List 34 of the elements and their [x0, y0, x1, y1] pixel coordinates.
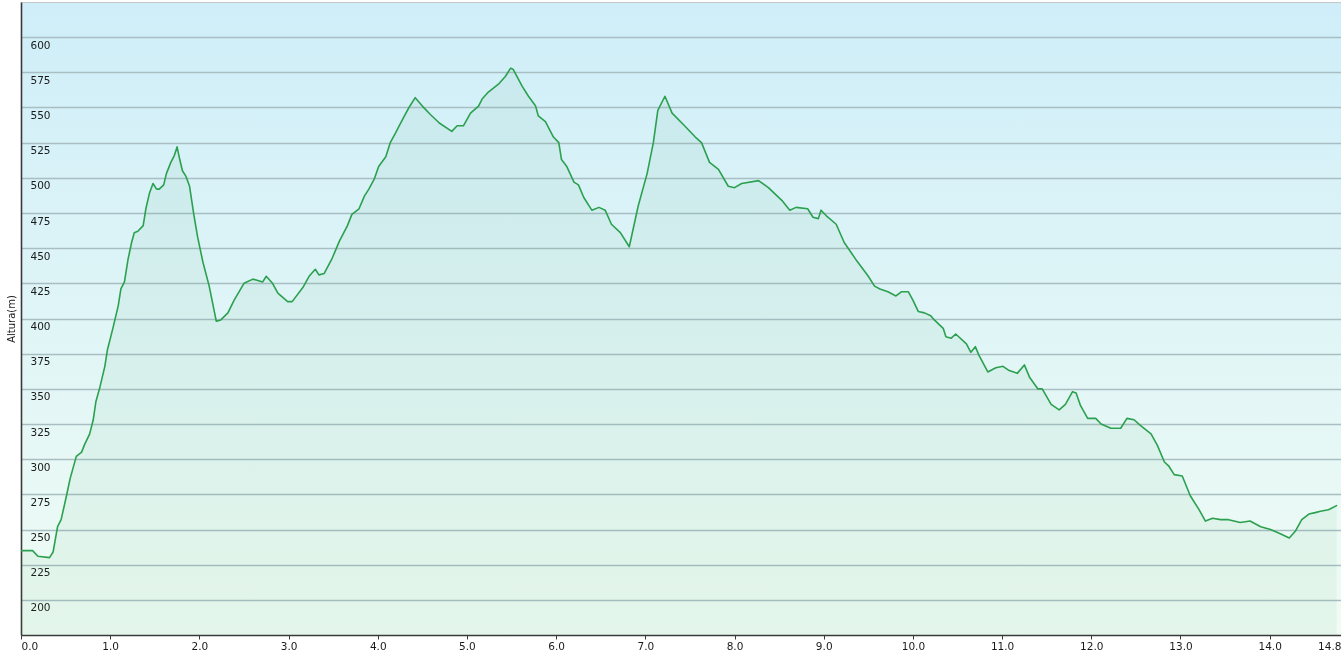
y-tick-label: 200: [30, 601, 51, 614]
y-tick-label: 500: [30, 179, 51, 192]
y-tick-label: 350: [30, 390, 51, 403]
x-tick-label: 7.0: [637, 639, 655, 652]
x-tick-label: 6.0: [548, 639, 565, 652]
x-tick-label: 11.0: [990, 639, 1015, 652]
y-tick-label: 600: [30, 38, 51, 51]
x-tick-label: 4.0: [369, 639, 387, 652]
x-tick-label: 13.0: [1169, 639, 1193, 652]
y-tick-label: 450: [30, 249, 51, 262]
y-tick-label: 575: [30, 73, 51, 86]
x-tick-label: 14.8: [1318, 639, 1341, 652]
y-tick-label: 550: [30, 109, 51, 121]
x-tick-label: 12.0: [1080, 639, 1104, 652]
y-tick-label: 400: [30, 320, 51, 332]
y-tick-label: 300: [30, 460, 51, 473]
y-tick-label: 275: [30, 495, 51, 508]
y-tick-label: 325: [30, 425, 51, 438]
y-tick-label: 425: [30, 284, 51, 297]
x-tick-label: 10.0: [901, 639, 926, 652]
x-tick-label: 14.0: [1258, 639, 1282, 652]
x-tick-label: 3.0: [280, 639, 298, 652]
x-tick-label: 5.0: [459, 639, 476, 652]
y-tick-label: 250: [30, 531, 51, 543]
y-tick-label: 375: [30, 355, 51, 368]
y-tick-label: 475: [30, 214, 51, 227]
x-tick-label: 9.0: [815, 639, 833, 652]
x-tick-label: 8.0: [726, 639, 744, 652]
y-axis-title: Altura(m): [5, 295, 17, 343]
y-tick-label: 525: [30, 144, 51, 157]
y-tick-label: 225: [30, 566, 51, 579]
x-tick-label: 1.0: [102, 639, 120, 652]
x-tick-label: 2.0: [191, 639, 209, 652]
x-tick-label: 0.0: [21, 639, 39, 652]
